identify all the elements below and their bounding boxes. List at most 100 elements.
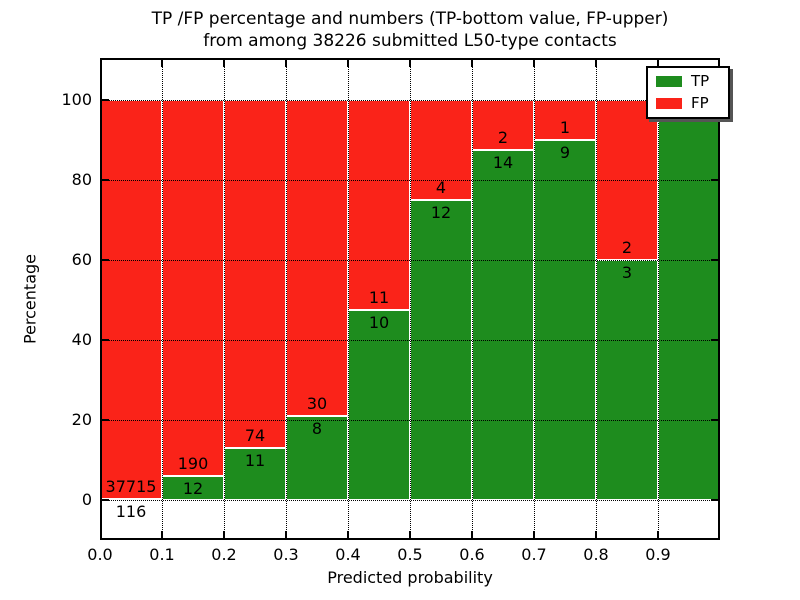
bar-segment-fp-4: [348, 100, 410, 310]
bar-value-label-tp: 3: [621, 263, 633, 282]
y-tick-mark: [102, 99, 109, 101]
fp-color-swatch: [656, 98, 682, 109]
x-tick-label: 0.5: [397, 545, 423, 564]
vertical-gridline: [533, 58, 535, 540]
x-tick-mark: [161, 60, 163, 67]
bar-value-label-fp: 37715: [105, 476, 157, 496]
y-tick-label: 20: [71, 410, 92, 429]
y-tick-mark: [711, 419, 718, 421]
legend: TP FP: [646, 66, 730, 119]
x-tick-mark: [409, 531, 411, 538]
bar-segment-tp-6: [472, 150, 534, 500]
bar-segment-fp-0: [100, 100, 162, 499]
horizontal-gridline: [100, 179, 720, 181]
legend-item-tp: TP: [656, 74, 720, 89]
legend-label-fp: FP: [691, 94, 709, 112]
vertical-gridline: [285, 58, 287, 540]
horizontal-gridline: [100, 499, 720, 501]
bar-segment-tp-5: [410, 200, 472, 500]
bar-value-label-fp: 2: [497, 128, 509, 147]
bar-value-label-tp: 12: [182, 479, 204, 499]
vertical-gridline: [471, 58, 473, 540]
bar-value-label-tp: 11: [244, 451, 266, 471]
horizontal-gridline: [100, 419, 720, 421]
vertical-gridline: [595, 58, 597, 540]
x-tick-mark: [471, 60, 473, 67]
bar-value-label-fp: 4: [435, 178, 447, 197]
x-tick-mark: [595, 60, 597, 67]
x-tick-label: 0.7: [521, 545, 547, 564]
y-tick-mark: [711, 339, 718, 341]
y-tick-mark: [711, 499, 718, 501]
y-axis-label: Percentage: [20, 253, 40, 345]
bar-value-label-fp: 2: [621, 238, 633, 257]
bar-value-label-fp: 30: [306, 393, 328, 413]
bar-value-label-tp: 14: [492, 153, 514, 172]
x-tick-mark: [161, 531, 163, 538]
chart-title-line1: TP /FP percentage and numbers (TP-bottom…: [151, 9, 669, 29]
vertical-gridline: [409, 58, 411, 540]
vertical-gridline: [347, 58, 349, 540]
tp-color-swatch: [656, 76, 682, 87]
chart-title-line2: from among 38226 submitted L50-type cont…: [203, 31, 617, 51]
chart-title: TP /FP percentage and numbers (TP-bottom…: [100, 8, 720, 52]
y-tick-label: 0: [81, 490, 92, 509]
x-tick-mark: [285, 531, 287, 538]
bar-value-label-fp: 11: [368, 287, 390, 307]
y-tick-mark: [102, 339, 109, 341]
y-tick-mark: [102, 419, 109, 421]
bar-value-label-tp: 10: [368, 312, 390, 332]
bar-segment-fp-3: [286, 100, 348, 416]
x-tick-label: 0.4: [335, 545, 361, 564]
y-tick-label: 40: [71, 330, 92, 349]
x-tick-mark: [657, 60, 659, 67]
y-tick-label: 100: [61, 90, 92, 109]
vertical-gridline: [657, 58, 659, 540]
x-tick-label: 0.6: [459, 545, 485, 564]
bar-segment-tp-7: [534, 140, 596, 500]
bar-value-label-fp: 1: [559, 118, 571, 137]
x-tick-mark: [347, 60, 349, 67]
x-tick-mark: [409, 60, 411, 67]
x-axis-label: Predicted probability: [327, 568, 493, 587]
y-tick-mark: [102, 259, 109, 261]
bar-value-label-fp: 190: [177, 454, 209, 474]
horizontal-gridline: [100, 339, 720, 341]
bar-segment-fp-6: [472, 100, 534, 150]
horizontal-gridline: [100, 99, 720, 101]
bar-value-label-tp: 116: [115, 501, 147, 521]
bar-value-label-tp: 12: [430, 203, 452, 222]
legend-item-fp: FP: [656, 96, 720, 111]
x-tick-mark: [347, 531, 349, 538]
x-tick-mark: [285, 60, 287, 67]
bar-value-label-tp: 9: [559, 143, 571, 162]
bar-segment-tp-9: [658, 100, 720, 500]
y-tick-mark: [102, 179, 109, 181]
legend-label-tp: TP: [691, 72, 710, 90]
x-tick-mark: [533, 531, 535, 538]
bar-segment-fp-7: [534, 100, 596, 140]
x-tick-label: 0.3: [273, 545, 299, 564]
y-tick-mark: [711, 179, 718, 181]
x-tick-label: 0.9: [645, 545, 671, 564]
bar-segment-tp-8: [596, 260, 658, 500]
y-tick-mark: [711, 259, 718, 261]
vertical-gridline: [161, 58, 163, 540]
x-tick-mark: [471, 531, 473, 538]
y-tick-label: 80: [71, 170, 92, 189]
bar-segment-fp-5: [410, 100, 472, 200]
bar-segment-fp-1: [162, 100, 224, 477]
x-tick-label: 0.0: [87, 545, 113, 564]
bar-segment-tp-4: [348, 309, 410, 500]
bar-segment-fp-2: [224, 100, 286, 449]
vertical-gridline: [223, 58, 225, 540]
horizontal-gridline: [100, 259, 720, 261]
x-tick-mark: [533, 60, 535, 67]
x-tick-mark: [223, 60, 225, 67]
y-tick-mark: [102, 499, 109, 501]
x-tick-label: 0.2: [211, 545, 237, 564]
x-tick-mark: [657, 531, 659, 538]
x-tick-label: 0.8: [583, 545, 609, 564]
bar-value-label-tp: 8: [311, 418, 323, 438]
